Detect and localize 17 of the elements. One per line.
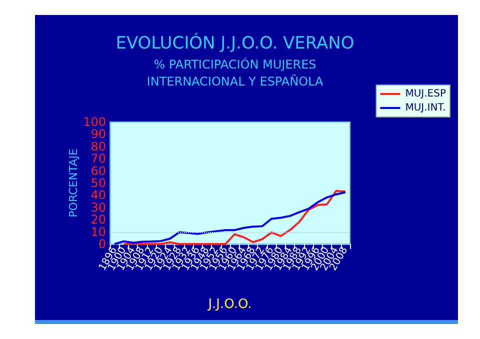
- y-tick-label: 60: [90, 164, 106, 178]
- x-axis-title: J.J.O.O.: [207, 297, 252, 312]
- y-tick-label: 70: [90, 152, 106, 166]
- y-tick-label: 30: [90, 200, 106, 214]
- y-tick-label: 50: [90, 176, 106, 190]
- y-tick-label: 0: [98, 237, 106, 251]
- chart-title: EVOLUCIÓN J.J.O.O. VERANO: [116, 32, 354, 54]
- y-tick-label: 100: [83, 115, 106, 129]
- y-tick-label: 20: [90, 212, 106, 227]
- y-tick-label: 90: [90, 127, 106, 142]
- y-axis-title: PORCENTAJE: [67, 148, 80, 218]
- y-tick-label: 40: [90, 188, 106, 202]
- legend-label: MUJ.ESP: [405, 88, 446, 100]
- y-tick-label: 10: [90, 224, 106, 239]
- legend-label: MUJ.INT.: [405, 102, 446, 114]
- chart-subtitle: % PARTICIPACIÓN MUJERES INTERNACIONAL Y ESPAÑOLA: [146, 56, 324, 88]
- y-tick-label: 80: [90, 139, 106, 154]
